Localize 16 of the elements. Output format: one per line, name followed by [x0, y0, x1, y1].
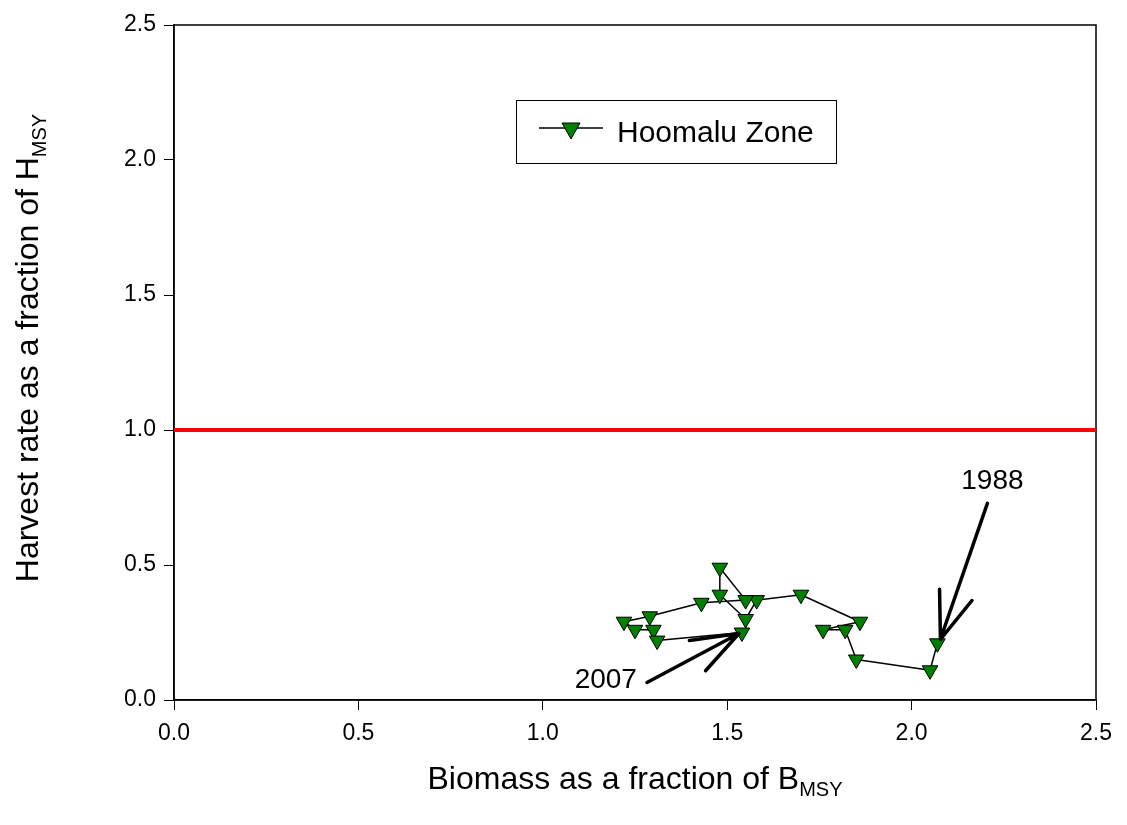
x-tick-label: 0.5	[342, 719, 375, 746]
x-tick-label: 1.0	[526, 719, 559, 746]
y-tick-label: 1.0	[124, 415, 156, 442]
x-tick-label: 1.5	[711, 719, 744, 746]
x-tick-label: 2.0	[895, 719, 928, 746]
x-tick-label: 0.0	[158, 719, 190, 746]
x-axis-title: Biomass as a fraction of B$_{MSY}$	[426, 760, 844, 802]
y-tick-label: 0.0	[124, 685, 156, 712]
annotation: 2007	[574, 663, 637, 695]
y-tick-label: 1.5	[124, 280, 156, 307]
y-tick-label: 0.5	[124, 550, 156, 577]
y-tick-label: 2.5	[124, 10, 156, 37]
annotation: 1988	[961, 464, 1024, 496]
y-tick-label: 2.0	[124, 145, 156, 172]
legend-label: Hoomalu Zone	[617, 115, 814, 149]
x-tick-label: 2.5	[1080, 719, 1112, 746]
